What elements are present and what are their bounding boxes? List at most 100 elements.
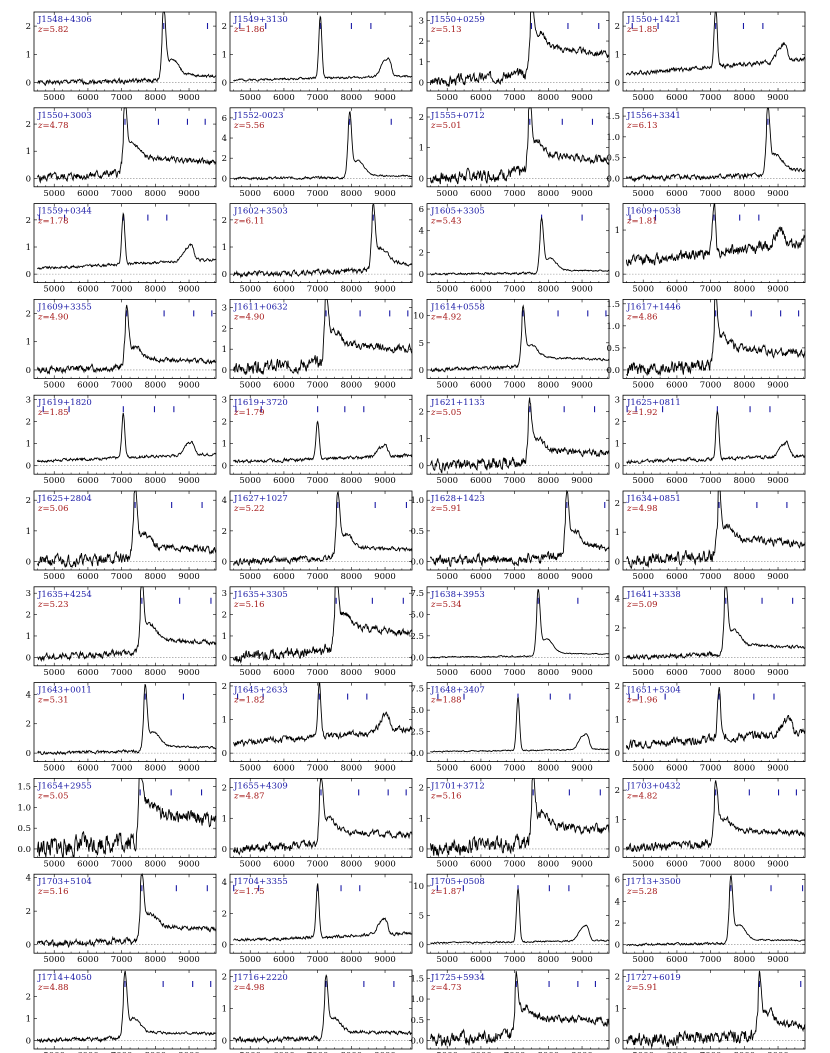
y-tick-label: 0 bbox=[26, 462, 31, 472]
y-tick-label: 0 bbox=[615, 270, 620, 280]
object-name: J1714+4050 bbox=[37, 973, 92, 983]
x-tick-label: 9000 bbox=[178, 955, 200, 965]
x-tick-label: 8000 bbox=[145, 764, 167, 774]
x-tick-label: 7000 bbox=[504, 285, 526, 295]
spectrum-line bbox=[429, 489, 610, 567]
object-name: J1635+3305 bbox=[233, 590, 288, 600]
x-tick-label: 9000 bbox=[571, 476, 593, 486]
panel-frame bbox=[229, 969, 413, 1050]
y-tick-label: 6 bbox=[419, 205, 424, 215]
x-tick-label: 5000 bbox=[43, 764, 65, 774]
spectrum-panel: 5000 6000 7000 8000 9000 0.0 0.5 1.0 1.5 J1654+29… bbox=[17, 777, 217, 869]
x-tick-label: 5000 bbox=[436, 1051, 458, 1053]
redshift-label: z=5.01 bbox=[430, 121, 462, 131]
x-tick-label: 7000 bbox=[504, 668, 526, 678]
redshift-label: z=5.31 bbox=[37, 696, 69, 706]
x-tick-label: 5000 bbox=[239, 859, 261, 869]
spectrum-panel: 5000 6000 7000 8000 9000 0.0 0.5 1.0 1.5 J1617+14… bbox=[606, 298, 806, 390]
spectrum-line bbox=[232, 298, 413, 375]
x-tick-label: 9000 bbox=[767, 189, 789, 199]
x-tick-label: 9000 bbox=[178, 189, 200, 199]
x-tick-label: 6000 bbox=[273, 93, 295, 103]
redshift-label: z=5.91 bbox=[626, 983, 658, 993]
x-tick-label: 5000 bbox=[632, 859, 654, 869]
redshift-label: z=5.43 bbox=[430, 217, 462, 227]
y-tick-label: 0 bbox=[26, 749, 31, 759]
redshift-label: z=1.78 bbox=[37, 217, 69, 227]
x-tick-label: 7000 bbox=[307, 955, 329, 965]
x-tick-label: 7000 bbox=[700, 859, 722, 869]
x-tick-label: 6000 bbox=[470, 1051, 492, 1053]
x-tick-label: 7000 bbox=[700, 955, 722, 965]
x-tick-label: 9000 bbox=[767, 476, 789, 486]
y-tick-label: 2 bbox=[222, 324, 227, 334]
x-tick-label: 7000 bbox=[700, 93, 722, 103]
x-tick-label: 5000 bbox=[632, 955, 654, 965]
y-tick-label: 2 bbox=[419, 784, 424, 794]
redshift-label: z=5.82 bbox=[37, 25, 69, 35]
panel-frame bbox=[33, 11, 217, 92]
redshift-label: z=1.85 bbox=[37, 408, 69, 418]
redshift-label: z=5.13 bbox=[430, 25, 462, 35]
spectrum-line bbox=[37, 212, 217, 270]
x-tick-label: 7000 bbox=[307, 668, 329, 678]
y-tick-label: 4 bbox=[222, 134, 227, 144]
x-tick-label: 9000 bbox=[178, 1051, 200, 1053]
object-name: J1713+3500 bbox=[626, 877, 681, 887]
y-tick-label: 2 bbox=[26, 992, 31, 1002]
x-tick-label: 5000 bbox=[436, 572, 458, 582]
y-tick-label: 0 bbox=[26, 558, 31, 568]
x-tick-label: 5000 bbox=[632, 668, 654, 678]
y-tick-label: 0.5 bbox=[410, 527, 424, 537]
y-tick-label: 0.0 bbox=[606, 366, 620, 376]
y-tick-label: 1 bbox=[419, 144, 424, 154]
y-tick-label: 4 bbox=[222, 496, 227, 506]
x-tick-label: 5000 bbox=[239, 476, 261, 486]
spectrum-line bbox=[36, 107, 217, 184]
x-tick-label: 9000 bbox=[767, 668, 789, 678]
redshift-label: z=5.16 bbox=[233, 600, 265, 610]
object-name: J1625+2804 bbox=[37, 494, 92, 504]
y-tick-label: 4 bbox=[615, 897, 620, 907]
y-tick-label: 4 bbox=[222, 878, 227, 888]
x-tick-label: 8000 bbox=[538, 93, 560, 103]
x-tick-label: 5000 bbox=[43, 859, 65, 869]
x-tick-label: 9000 bbox=[178, 380, 200, 390]
x-tick-label: 8000 bbox=[341, 189, 363, 199]
panel-frame bbox=[426, 203, 610, 284]
redshift-label: z=1.87 bbox=[430, 887, 462, 897]
x-tick-label: 8000 bbox=[341, 668, 363, 678]
x-tick-label: 6000 bbox=[666, 955, 688, 965]
x-tick-label: 7000 bbox=[504, 1051, 526, 1053]
spectrum-line bbox=[232, 586, 413, 664]
object-name: J1614+0558 bbox=[430, 302, 485, 312]
x-tick-label: 9000 bbox=[767, 1051, 789, 1053]
x-tick-label: 8000 bbox=[734, 668, 756, 678]
x-tick-label: 7000 bbox=[504, 189, 526, 199]
y-tick-label: 0 bbox=[419, 270, 424, 280]
x-tick-label: 6000 bbox=[77, 189, 99, 199]
panel-frame bbox=[622, 107, 806, 188]
object-name: J1703+5104 bbox=[37, 877, 92, 887]
y-tick-label: 1 bbox=[615, 50, 620, 60]
x-tick-label: 5000 bbox=[632, 93, 654, 103]
x-tick-label: 6000 bbox=[470, 189, 492, 199]
panel-frame bbox=[426, 490, 610, 571]
y-tick-label: 2 bbox=[419, 407, 424, 417]
x-tick-label: 6000 bbox=[666, 668, 688, 678]
y-tick-label: 1 bbox=[615, 816, 620, 826]
spectrum-panel: 5000 6000 7000 8000 9000 0.0 0.5 1.0 1.5 J1725+59… bbox=[410, 969, 610, 1053]
spectrum-line bbox=[232, 490, 413, 567]
object-name: J1556+3341 bbox=[626, 111, 681, 121]
